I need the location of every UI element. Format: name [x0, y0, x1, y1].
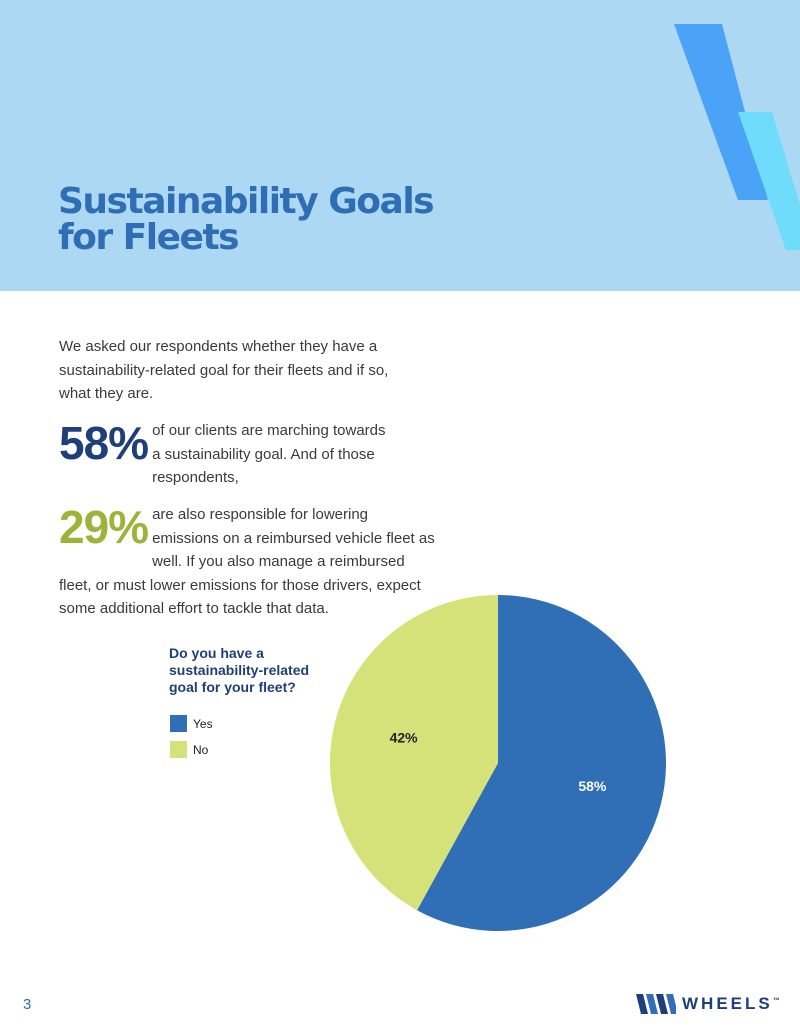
legend-swatch-no: [170, 741, 187, 758]
pie-slice-yes: [417, 595, 666, 931]
legend-label-yes: Yes: [193, 716, 213, 731]
logo-wordmark: WHEELS: [682, 994, 773, 1013]
header-banner: Sustainability Goals for Fleets: [0, 0, 800, 291]
intro-paragraph: We asked our respondents whether they ha…: [59, 338, 389, 402]
stat-text-58: of our clients are marching towards a su…: [152, 422, 386, 486]
brand-stripes-graphic: [674, 24, 800, 250]
legend-item-no: No: [170, 741, 213, 758]
logo-trademark: ™: [772, 997, 780, 1005]
pie-label-no: 42%: [390, 729, 419, 745]
legend-swatch-yes: [170, 715, 187, 732]
page-number: 3: [23, 996, 32, 1013]
pie-label-yes: 58%: [578, 778, 607, 794]
stat-block-58: 58% of our clients are marching towards …: [59, 419, 389, 490]
cyan-stripe-shape: [738, 112, 800, 250]
pie-chart: 58% 42%: [330, 595, 666, 931]
stat-block-29: 29% are also responsible for lowering em…: [59, 503, 437, 621]
wheels-logo: WHEELS™: [636, 992, 780, 1016]
page-title: Sustainability Goals for Fleets: [58, 181, 435, 258]
title-line-2: for Fleets: [58, 217, 240, 258]
stat-value-29: 29%: [59, 501, 149, 553]
stat-text-29: are also responsible for lowering emissi…: [59, 506, 435, 617]
pie-slice-no: [330, 595, 498, 911]
legend-item-yes: Yes: [170, 715, 213, 732]
wheels-logo-mark-icon: [636, 994, 676, 1014]
chart-title: Do you have a sustainability-related goa…: [169, 645, 310, 695]
wheels-logo-text: WHEELS™: [682, 994, 780, 1014]
legend-label-no: No: [193, 742, 209, 757]
blue-stripe-shape: [674, 24, 768, 200]
stat-value-58: 58%: [59, 417, 149, 469]
chart-legend: Yes No: [170, 715, 213, 767]
title-line-1: Sustainability Goals: [58, 181, 435, 222]
